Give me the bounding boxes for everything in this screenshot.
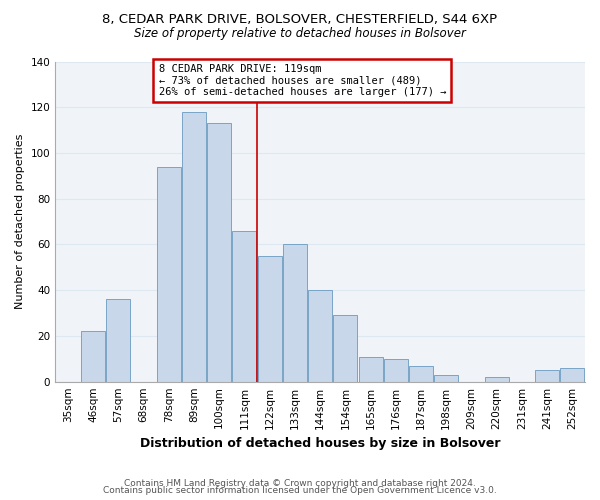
Bar [207,123,231,382]
Bar [560,368,584,382]
Text: 8 CEDAR PARK DRIVE: 119sqm
← 73% of detached houses are smaller (489)
26% of sem: 8 CEDAR PARK DRIVE: 119sqm ← 73% of deta… [158,64,446,97]
Bar [535,370,559,382]
Bar [434,375,458,382]
Bar [409,366,433,382]
Bar [81,332,105,382]
Text: Contains public sector information licensed under the Open Government Licence v3: Contains public sector information licen… [103,486,497,495]
Bar [308,290,332,382]
Bar [485,377,509,382]
X-axis label: Distribution of detached houses by size in Bolsover: Distribution of detached houses by size … [140,437,500,450]
Bar [359,356,383,382]
Bar [283,244,307,382]
Bar [106,300,130,382]
Text: Size of property relative to detached houses in Bolsover: Size of property relative to detached ho… [134,28,466,40]
Text: 8, CEDAR PARK DRIVE, BOLSOVER, CHESTERFIELD, S44 6XP: 8, CEDAR PARK DRIVE, BOLSOVER, CHESTERFI… [103,12,497,26]
Bar [157,166,181,382]
Bar [182,112,206,382]
Y-axis label: Number of detached properties: Number of detached properties [15,134,25,310]
Bar [384,359,408,382]
Bar [257,256,281,382]
Bar [334,316,357,382]
Text: Contains HM Land Registry data © Crown copyright and database right 2024.: Contains HM Land Registry data © Crown c… [124,478,476,488]
Bar [232,230,256,382]
